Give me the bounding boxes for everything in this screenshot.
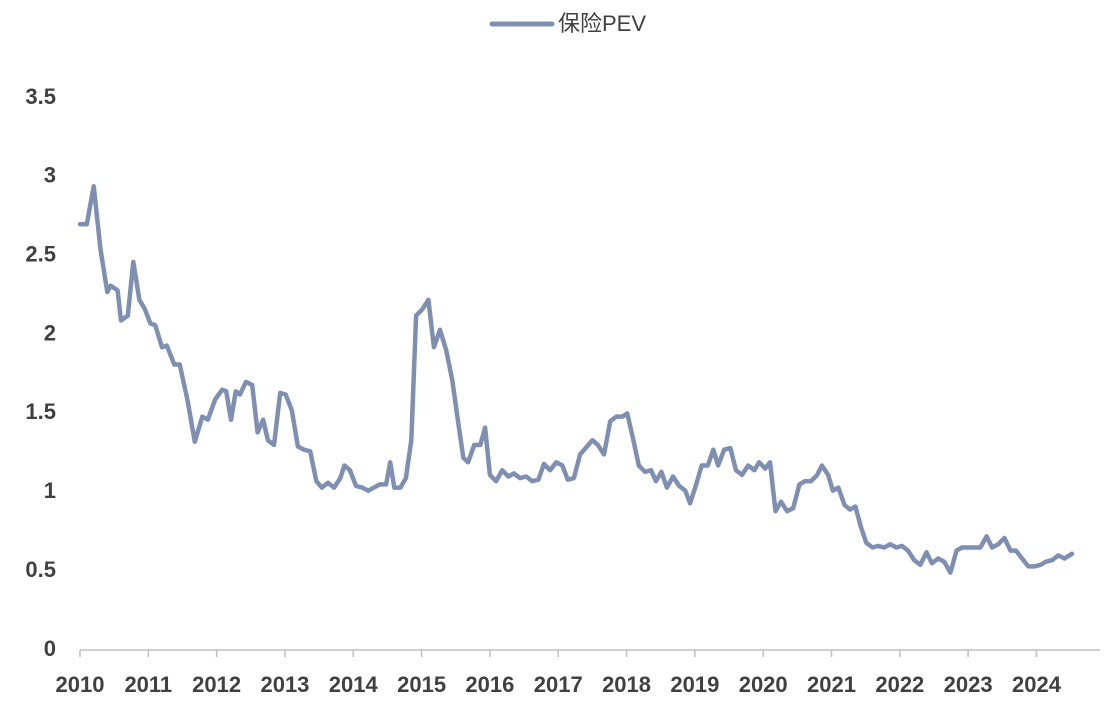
x-tick-label: 2011 [124,672,172,697]
y-tick-label: 3 [44,163,56,188]
x-tick-label: 2012 [192,672,241,697]
y-tick-label: 2 [44,320,56,345]
x-tick-label: 2023 [944,672,993,697]
x-tick-label: 2024 [1012,672,1062,697]
y-tick-label: 3.5 [25,84,56,109]
x-tick-label: 2021 [807,672,856,697]
x-tick-label: 2022 [875,672,924,697]
x-tick-label: 2010 [56,672,105,697]
y-tick-label: 1 [44,478,56,503]
x-tick-label: 2014 [329,672,379,697]
x-tick-label: 2020 [739,672,788,697]
x-tick-label: 2015 [397,672,446,697]
x-tick-label: 2016 [465,672,514,697]
legend-label: 保险PEV [558,11,646,36]
y-tick-label: 2.5 [25,242,56,267]
x-tick-label: 2017 [534,672,583,697]
x-tick-label: 2019 [670,672,719,697]
y-tick-label: 0.5 [25,557,56,582]
x-tick-label: 2013 [260,672,309,697]
y-tick-label: 1.5 [25,399,56,424]
line [77,184,1075,575]
x-tick-label: 2018 [602,672,651,697]
y-tick-label: 0 [44,636,56,661]
